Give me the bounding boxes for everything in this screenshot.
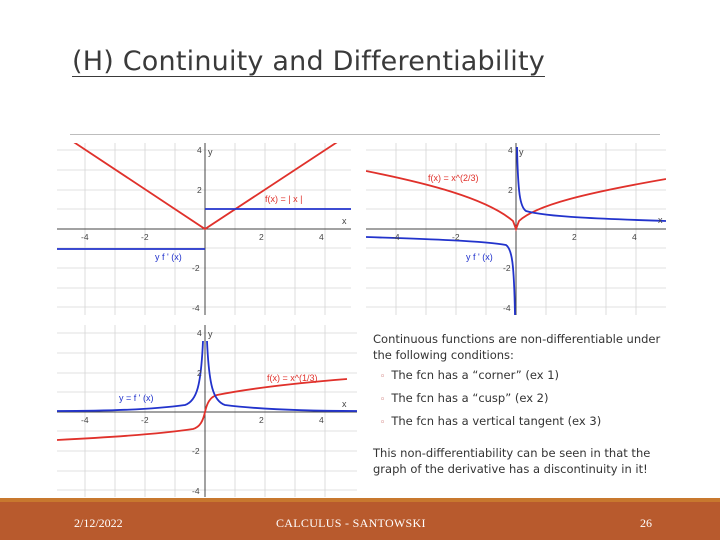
cusp-tick-x-neg2: -2 bbox=[452, 232, 460, 242]
footer-page-number: 26 bbox=[640, 516, 652, 530]
cusp-axis-x: x bbox=[658, 215, 663, 225]
vt-tick-x-neg2: -2 bbox=[141, 415, 149, 425]
vt-axis-y: y bbox=[208, 329, 213, 339]
vt-tick-x-4: 4 bbox=[319, 415, 324, 425]
vt-tick-y-neg4: -4 bbox=[192, 486, 200, 496]
notes-panel: Continuous functions are non-differentia… bbox=[373, 331, 673, 477]
vt-tick-x-neg4: -4 bbox=[81, 415, 89, 425]
notes-bullet: ◦ The fcn has a vertical tangent (ex 3) bbox=[380, 413, 673, 431]
bullet-icon: ◦ bbox=[380, 372, 386, 382]
vt-axis-x: x bbox=[342, 399, 347, 409]
cusp-graph: f(x) = x^(2/3) y f ' (x) x y -4 -2 2 4 4… bbox=[366, 143, 666, 315]
bullet-icon: ◦ bbox=[380, 418, 386, 428]
cusp-graph-svg: f(x) = x^(2/3) y f ' (x) x y -4 -2 2 4 4… bbox=[366, 143, 666, 315]
title-divider bbox=[70, 134, 660, 135]
abs-tick-y-neg2: -2 bbox=[192, 263, 200, 273]
cusp-tick-x-neg4: -4 bbox=[392, 232, 400, 242]
abs-tick-x-2: 2 bbox=[259, 232, 264, 242]
vt-tick-y-neg2: -2 bbox=[192, 446, 200, 456]
vt-tick-x-2: 2 bbox=[259, 415, 264, 425]
slide-title: (H) Continuity and Differentiability bbox=[72, 46, 545, 77]
cusp-tick-x-2: 2 bbox=[572, 232, 577, 242]
footer-date: 2/12/2022 bbox=[74, 516, 123, 530]
cusp-tick-y-neg2: -2 bbox=[503, 263, 511, 273]
cusp-derivative-left bbox=[366, 236, 516, 315]
footer-accent-line bbox=[0, 498, 720, 502]
abs-axis-y: y bbox=[208, 147, 213, 157]
abs-axis-x: x bbox=[342, 216, 347, 226]
vt-fprime-label: y = f ' (x) bbox=[119, 393, 153, 403]
cusp-tick-y-2: 2 bbox=[508, 185, 513, 195]
cusp-fprime-label: y f ' (x) bbox=[466, 252, 493, 262]
abs-function-curve bbox=[73, 143, 338, 231]
abs-tick-y-4: 4 bbox=[197, 145, 202, 155]
notes-bullet: ◦ The fcn has a “cusp” (ex 2) bbox=[380, 390, 673, 408]
vertical-tangent-graph-svg: f(x) = x^(1/3) y = f ' (x) x y -4 -2 2 4… bbox=[57, 325, 357, 497]
abs-fprime-label: y f ' (x) bbox=[155, 252, 182, 262]
vt-tick-y-4: 4 bbox=[197, 328, 202, 338]
abs-tick-x-neg4: -4 bbox=[81, 232, 89, 242]
abs-tick-x-4: 4 bbox=[319, 232, 324, 242]
cusp-tick-y-neg4: -4 bbox=[503, 303, 511, 313]
cusp-f-label: f(x) = x^(2/3) bbox=[428, 173, 478, 183]
notes-bullet: ◦ The fcn has a “corner” (ex 1) bbox=[380, 367, 673, 385]
vt-derivative-curve bbox=[57, 340, 357, 412]
vt-tick-y-2: 2 bbox=[197, 368, 202, 378]
notes-bullet-text: The fcn has a “cusp” (ex 2) bbox=[391, 391, 549, 405]
abs-tick-y-2: 2 bbox=[197, 185, 202, 195]
vertical-tangent-graph: f(x) = x^(1/3) y = f ' (x) x y -4 -2 2 4… bbox=[57, 325, 357, 497]
abs-graph-svg: f(x) = | x | y f ' (x) x y -4 -2 2 4 4 2… bbox=[57, 143, 351, 315]
slide-footer: 2/12/2022 CALCULUS - SANTOWSKI 26 bbox=[0, 498, 720, 540]
notes-bullet-text: The fcn has a “corner” (ex 1) bbox=[391, 368, 560, 382]
bullet-icon: ◦ bbox=[380, 395, 386, 405]
vt-function-curve bbox=[57, 378, 348, 441]
abs-graph: f(x) = | x | y f ' (x) x y -4 -2 2 4 4 2… bbox=[57, 143, 351, 315]
vt-f-label: f(x) = x^(1/3) bbox=[267, 373, 317, 383]
cusp-function-curve bbox=[366, 170, 666, 232]
abs-tick-y-neg4: -4 bbox=[192, 303, 200, 313]
notes-conclusion: This non-differentiability can be seen i… bbox=[373, 446, 651, 476]
cusp-tick-y-4: 4 bbox=[508, 145, 513, 155]
cusp-axis-y: y bbox=[519, 147, 524, 157]
abs-tick-x-neg2: -2 bbox=[141, 232, 149, 242]
notes-bullet-text: The fcn has a vertical tangent (ex 3) bbox=[391, 414, 602, 428]
cusp-tick-x-4: 4 bbox=[632, 232, 637, 242]
abs-f-label: f(x) = | x | bbox=[265, 194, 302, 204]
footer-course: CALCULUS - SANTOWSKI bbox=[276, 516, 426, 530]
cusp-derivative-right bbox=[516, 146, 666, 222]
notes-intro: Continuous functions are non-differentia… bbox=[373, 332, 661, 362]
notes-bullet-list: ◦ The fcn has a “corner” (ex 1) ◦ The fcn … bbox=[373, 367, 673, 431]
